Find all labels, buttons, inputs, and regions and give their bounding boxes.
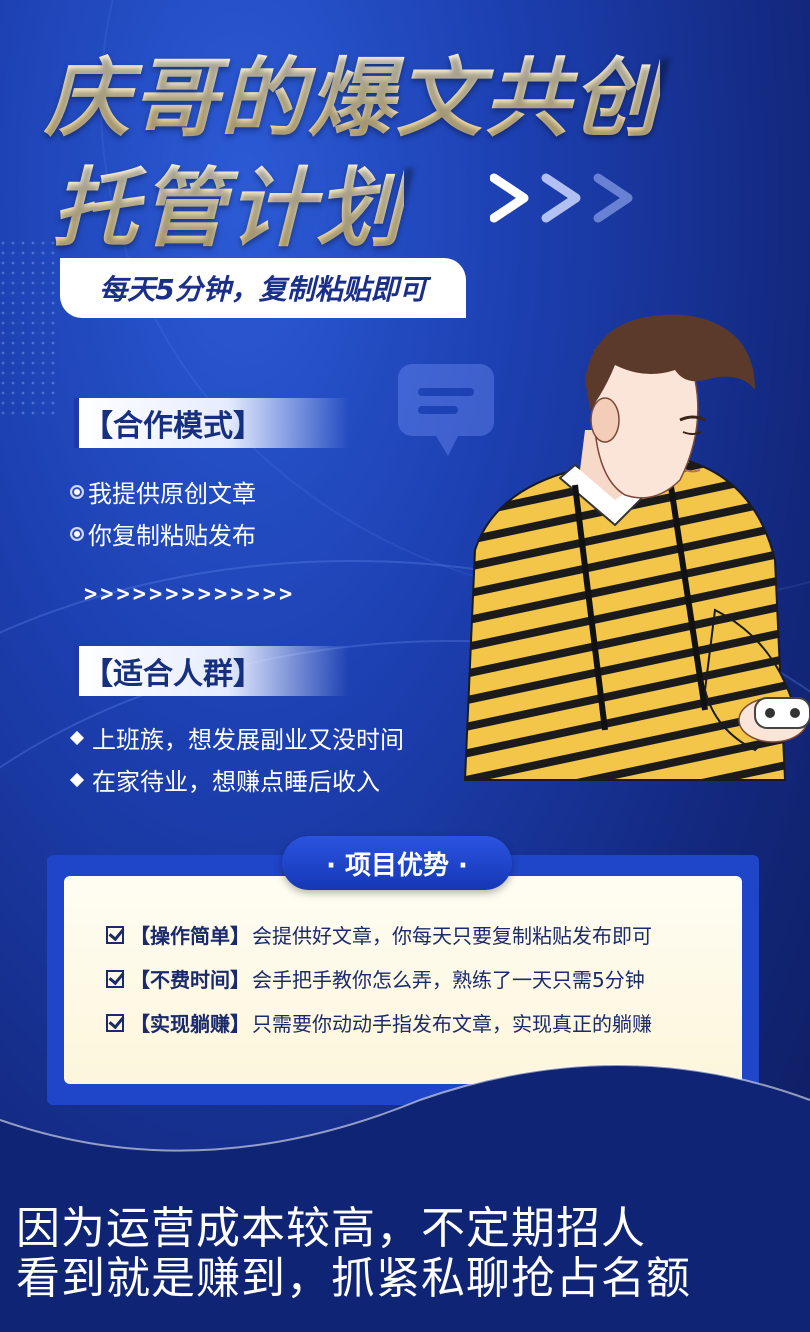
dot-grid-decoration: [0, 240, 60, 420]
advantage-text: 只需要你动动手指发布文章，实现真正的躺赚: [252, 1012, 652, 1036]
diamond-bullet-icon: [69, 730, 85, 745]
main-title-line1: 庆哥的爆文共创: [44, 28, 660, 153]
advantages-card: [64, 876, 742, 1084]
list-item: 上班族，想发展副业又没时间: [69, 720, 404, 755]
advantages-heading: · 项目优势 ·: [282, 836, 512, 890]
checkbox-icon: [106, 925, 124, 944]
background-swoosh: [0, 640, 810, 1332]
cooperation-item-text: 你复制粘贴发布: [88, 522, 256, 550]
footer-line2: 看到就是赚到，抓紧私聊抢占名额: [16, 1253, 691, 1304]
chevron-right-icon: [490, 173, 633, 223]
person-illustration: [463, 314, 810, 781]
cooperation-heading: 【合作模式】: [74, 398, 349, 448]
cooperation-heading-text: 【合作模式】: [83, 409, 263, 444]
list-item: 我提供原创文章: [70, 474, 256, 509]
bottom-wave: [0, 1064, 810, 1332]
advantage-text: 会提供好文章，你每天只要复制粘贴发布即可: [252, 924, 652, 948]
audience-item-text: 在家待业，想赚点睡后收入: [92, 768, 380, 796]
advantages-heading-text: · 项目优势 ·: [326, 850, 468, 881]
footer-line1: 因为运营成本较高，不定期招人: [16, 1203, 646, 1254]
advantage-row: 【不费时间】 会手把手教你怎么弄，熟练了一天只需5分钟: [106, 964, 645, 993]
audience-heading-text: 【适合人群】: [83, 657, 263, 692]
radio-bullet-icon: [70, 484, 84, 499]
advantage-text: 会手把手教你怎么弄，熟练了一天只需5分钟: [252, 968, 645, 992]
audience-item-text: 上班族，想发展副业又没时间: [92, 726, 404, 754]
arrow-divider: >>>>>>>>>>>>>: [84, 582, 296, 607]
advantage-row: 【操作简单】 会提供好文章，你每天只要复制粘贴发布即可: [106, 920, 652, 949]
cooperation-item-text: 我提供原创文章: [88, 480, 256, 508]
background-swoosh: [0, 560, 810, 1332]
list-item: 你复制粘贴发布: [70, 516, 256, 551]
checkbox-icon: [106, 1013, 124, 1032]
chat-bubble-icon: [398, 364, 494, 456]
checkbox-icon: [106, 969, 124, 988]
list-item: 在家待业，想赚点睡后收入: [69, 762, 380, 797]
advantage-tag: 【不费时间】: [130, 968, 250, 992]
subtitle-text: 每天5分钟，复制粘贴即可: [99, 273, 427, 306]
advantage-tag: 【实现躺赚】: [130, 1012, 250, 1036]
diamond-bullet-icon: [69, 772, 85, 787]
advantage-tag: 【操作简单】: [130, 924, 250, 948]
main-title-line2: 托管计划: [52, 138, 404, 263]
audience-heading: 【适合人群】: [74, 646, 349, 696]
subtitle-pill: 每天5分钟，复制粘贴即可: [60, 258, 466, 318]
advantage-row: 【实现躺赚】 只需要你动动手指发布文章，实现真正的躺赚: [106, 1008, 652, 1037]
radio-bullet-icon: [70, 526, 84, 541]
